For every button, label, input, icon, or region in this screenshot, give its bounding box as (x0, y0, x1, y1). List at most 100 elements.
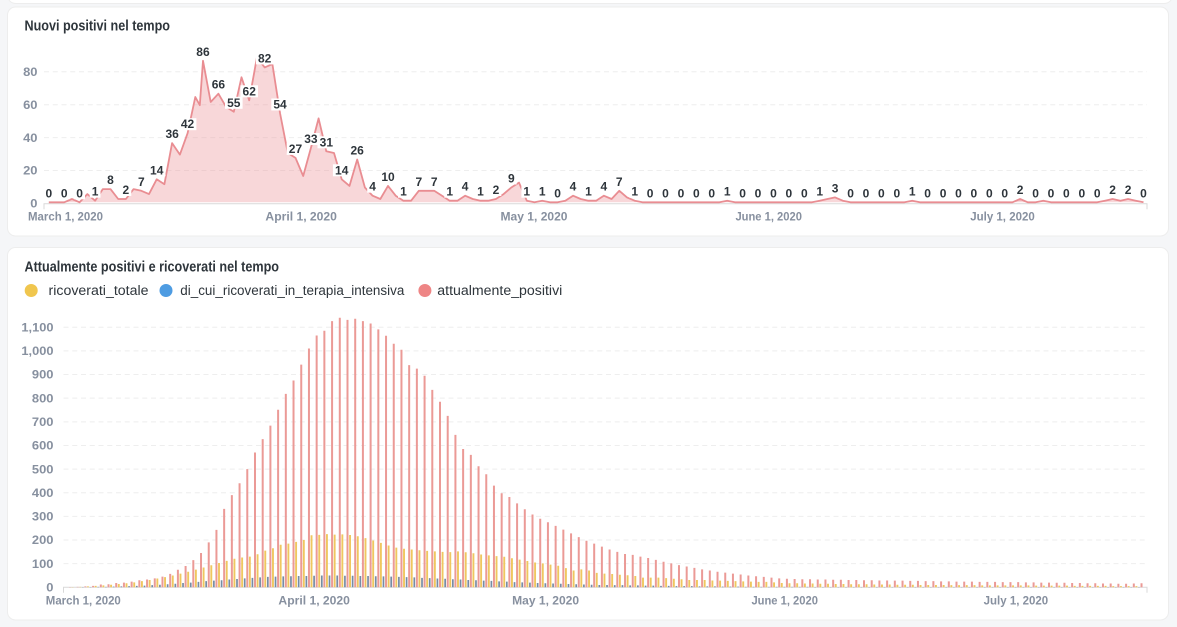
svg-text:500: 500 (32, 462, 54, 476)
svg-text:14: 14 (335, 163, 349, 177)
svg-text:0: 0 (708, 186, 715, 200)
svg-text:1: 1 (909, 185, 916, 199)
svg-text:0: 0 (755, 186, 762, 200)
svg-text:0: 0 (61, 186, 68, 200)
svg-text:1,100: 1,100 (21, 320, 53, 334)
svg-text:0: 0 (878, 186, 885, 200)
svg-text:0: 0 (45, 186, 52, 200)
svg-text:31: 31 (320, 135, 334, 149)
svg-text:42: 42 (181, 117, 195, 131)
svg-text:4: 4 (601, 180, 608, 194)
svg-text:0: 0 (940, 186, 947, 200)
svg-text:March 1, 2020: March 1, 2020 (46, 593, 121, 607)
svg-text:1: 1 (585, 185, 592, 199)
svg-text:14: 14 (150, 163, 164, 177)
svg-text:0: 0 (986, 186, 993, 200)
svg-text:0: 0 (739, 186, 746, 200)
svg-text:300: 300 (32, 510, 54, 524)
svg-text:200: 200 (32, 533, 54, 547)
svg-text:March 1, 2020: March 1, 2020 (28, 210, 103, 224)
svg-text:1: 1 (92, 185, 99, 199)
svg-text:0: 0 (1094, 186, 1101, 200)
svg-text:0: 0 (647, 186, 654, 200)
svg-text:33: 33 (304, 132, 318, 146)
svg-text:May 1, 2020: May 1, 2020 (501, 210, 568, 224)
svg-text:86: 86 (196, 45, 210, 59)
svg-text:0: 0 (863, 186, 870, 200)
svg-text:0: 0 (662, 186, 669, 200)
svg-text:60: 60 (23, 98, 38, 112)
svg-text:26: 26 (350, 144, 364, 158)
svg-text:55: 55 (227, 96, 241, 110)
svg-text:4: 4 (369, 180, 376, 194)
svg-text:0: 0 (893, 186, 900, 200)
svg-text:Nuovi positivi nel tempo: Nuovi positivi nel tempo (25, 19, 171, 35)
svg-text:800: 800 (32, 391, 54, 405)
svg-text:Attualmente positivi e ricover: Attualmente positivi e ricoverati nel te… (25, 260, 280, 276)
svg-text:40: 40 (23, 131, 38, 145)
svg-text:June 1, 2020: June 1, 2020 (751, 593, 818, 607)
svg-text:0: 0 (30, 197, 38, 211)
svg-text:20: 20 (23, 164, 38, 178)
svg-text:ricoverati_totale: ricoverati_totale (49, 283, 149, 298)
svg-text:0: 0 (1078, 186, 1085, 200)
svg-text:1: 1 (446, 185, 453, 199)
svg-text:2: 2 (1017, 183, 1024, 197)
svg-text:1: 1 (477, 185, 484, 199)
svg-text:2: 2 (123, 183, 130, 197)
svg-text:54: 54 (273, 97, 287, 111)
svg-text:2: 2 (1125, 183, 1132, 197)
svg-text:7: 7 (616, 175, 623, 189)
svg-text:0: 0 (955, 186, 962, 200)
svg-text:0: 0 (1001, 186, 1008, 200)
svg-text:0: 0 (678, 186, 685, 200)
svg-text:1: 1 (724, 185, 731, 199)
svg-text:di_cui_ricoverati_in_terapia_i: di_cui_ricoverati_in_terapia_intensiva (180, 283, 404, 298)
svg-text:8: 8 (107, 173, 114, 187)
svg-text:May 1, 2020: May 1, 2020 (512, 593, 579, 607)
svg-text:600: 600 (32, 439, 54, 453)
svg-text:0: 0 (46, 581, 54, 595)
svg-text:900: 900 (32, 368, 54, 382)
svg-text:1,000: 1,000 (21, 344, 53, 358)
svg-text:36: 36 (165, 127, 179, 141)
svg-text:10: 10 (381, 170, 395, 184)
svg-text:100: 100 (32, 557, 54, 571)
svg-text:1: 1 (631, 185, 638, 199)
svg-text:27: 27 (289, 142, 303, 156)
svg-text:7: 7 (431, 175, 438, 189)
svg-text:4: 4 (570, 180, 577, 194)
svg-text:0: 0 (76, 186, 83, 200)
svg-text:1: 1 (816, 185, 823, 199)
svg-text:April 1, 2020: April 1, 2020 (278, 593, 350, 607)
svg-text:0: 0 (801, 186, 808, 200)
svg-text:0: 0 (1063, 186, 1070, 200)
svg-text:1: 1 (523, 185, 530, 199)
svg-text:2: 2 (493, 183, 500, 197)
svg-text:0: 0 (693, 186, 700, 200)
svg-text:June 1, 2020: June 1, 2020 (735, 210, 802, 224)
svg-text:attualmente_positivi: attualmente_positivi (437, 283, 562, 298)
svg-text:82: 82 (258, 51, 272, 65)
svg-text:9: 9 (508, 171, 515, 185)
svg-text:0: 0 (1140, 186, 1147, 200)
svg-text:1: 1 (400, 185, 407, 199)
svg-text:0: 0 (554, 186, 561, 200)
svg-text:0: 0 (924, 186, 931, 200)
svg-text:April 1, 2020: April 1, 2020 (265, 210, 337, 224)
svg-text:1: 1 (539, 185, 546, 199)
svg-text:0: 0 (971, 186, 978, 200)
svg-text:700: 700 (32, 415, 54, 429)
svg-text:80: 80 (23, 65, 38, 79)
svg-text:July 1, 2020: July 1, 2020 (984, 593, 1049, 607)
svg-text:4: 4 (462, 180, 469, 194)
svg-text:400: 400 (32, 486, 54, 500)
svg-text:0: 0 (1032, 186, 1039, 200)
svg-text:0: 0 (847, 186, 854, 200)
svg-text:7: 7 (138, 175, 145, 189)
svg-text:66: 66 (212, 78, 226, 92)
svg-text:7: 7 (415, 175, 422, 189)
svg-text:0: 0 (770, 186, 777, 200)
svg-text:2: 2 (1109, 183, 1116, 197)
svg-text:3: 3 (832, 181, 839, 195)
